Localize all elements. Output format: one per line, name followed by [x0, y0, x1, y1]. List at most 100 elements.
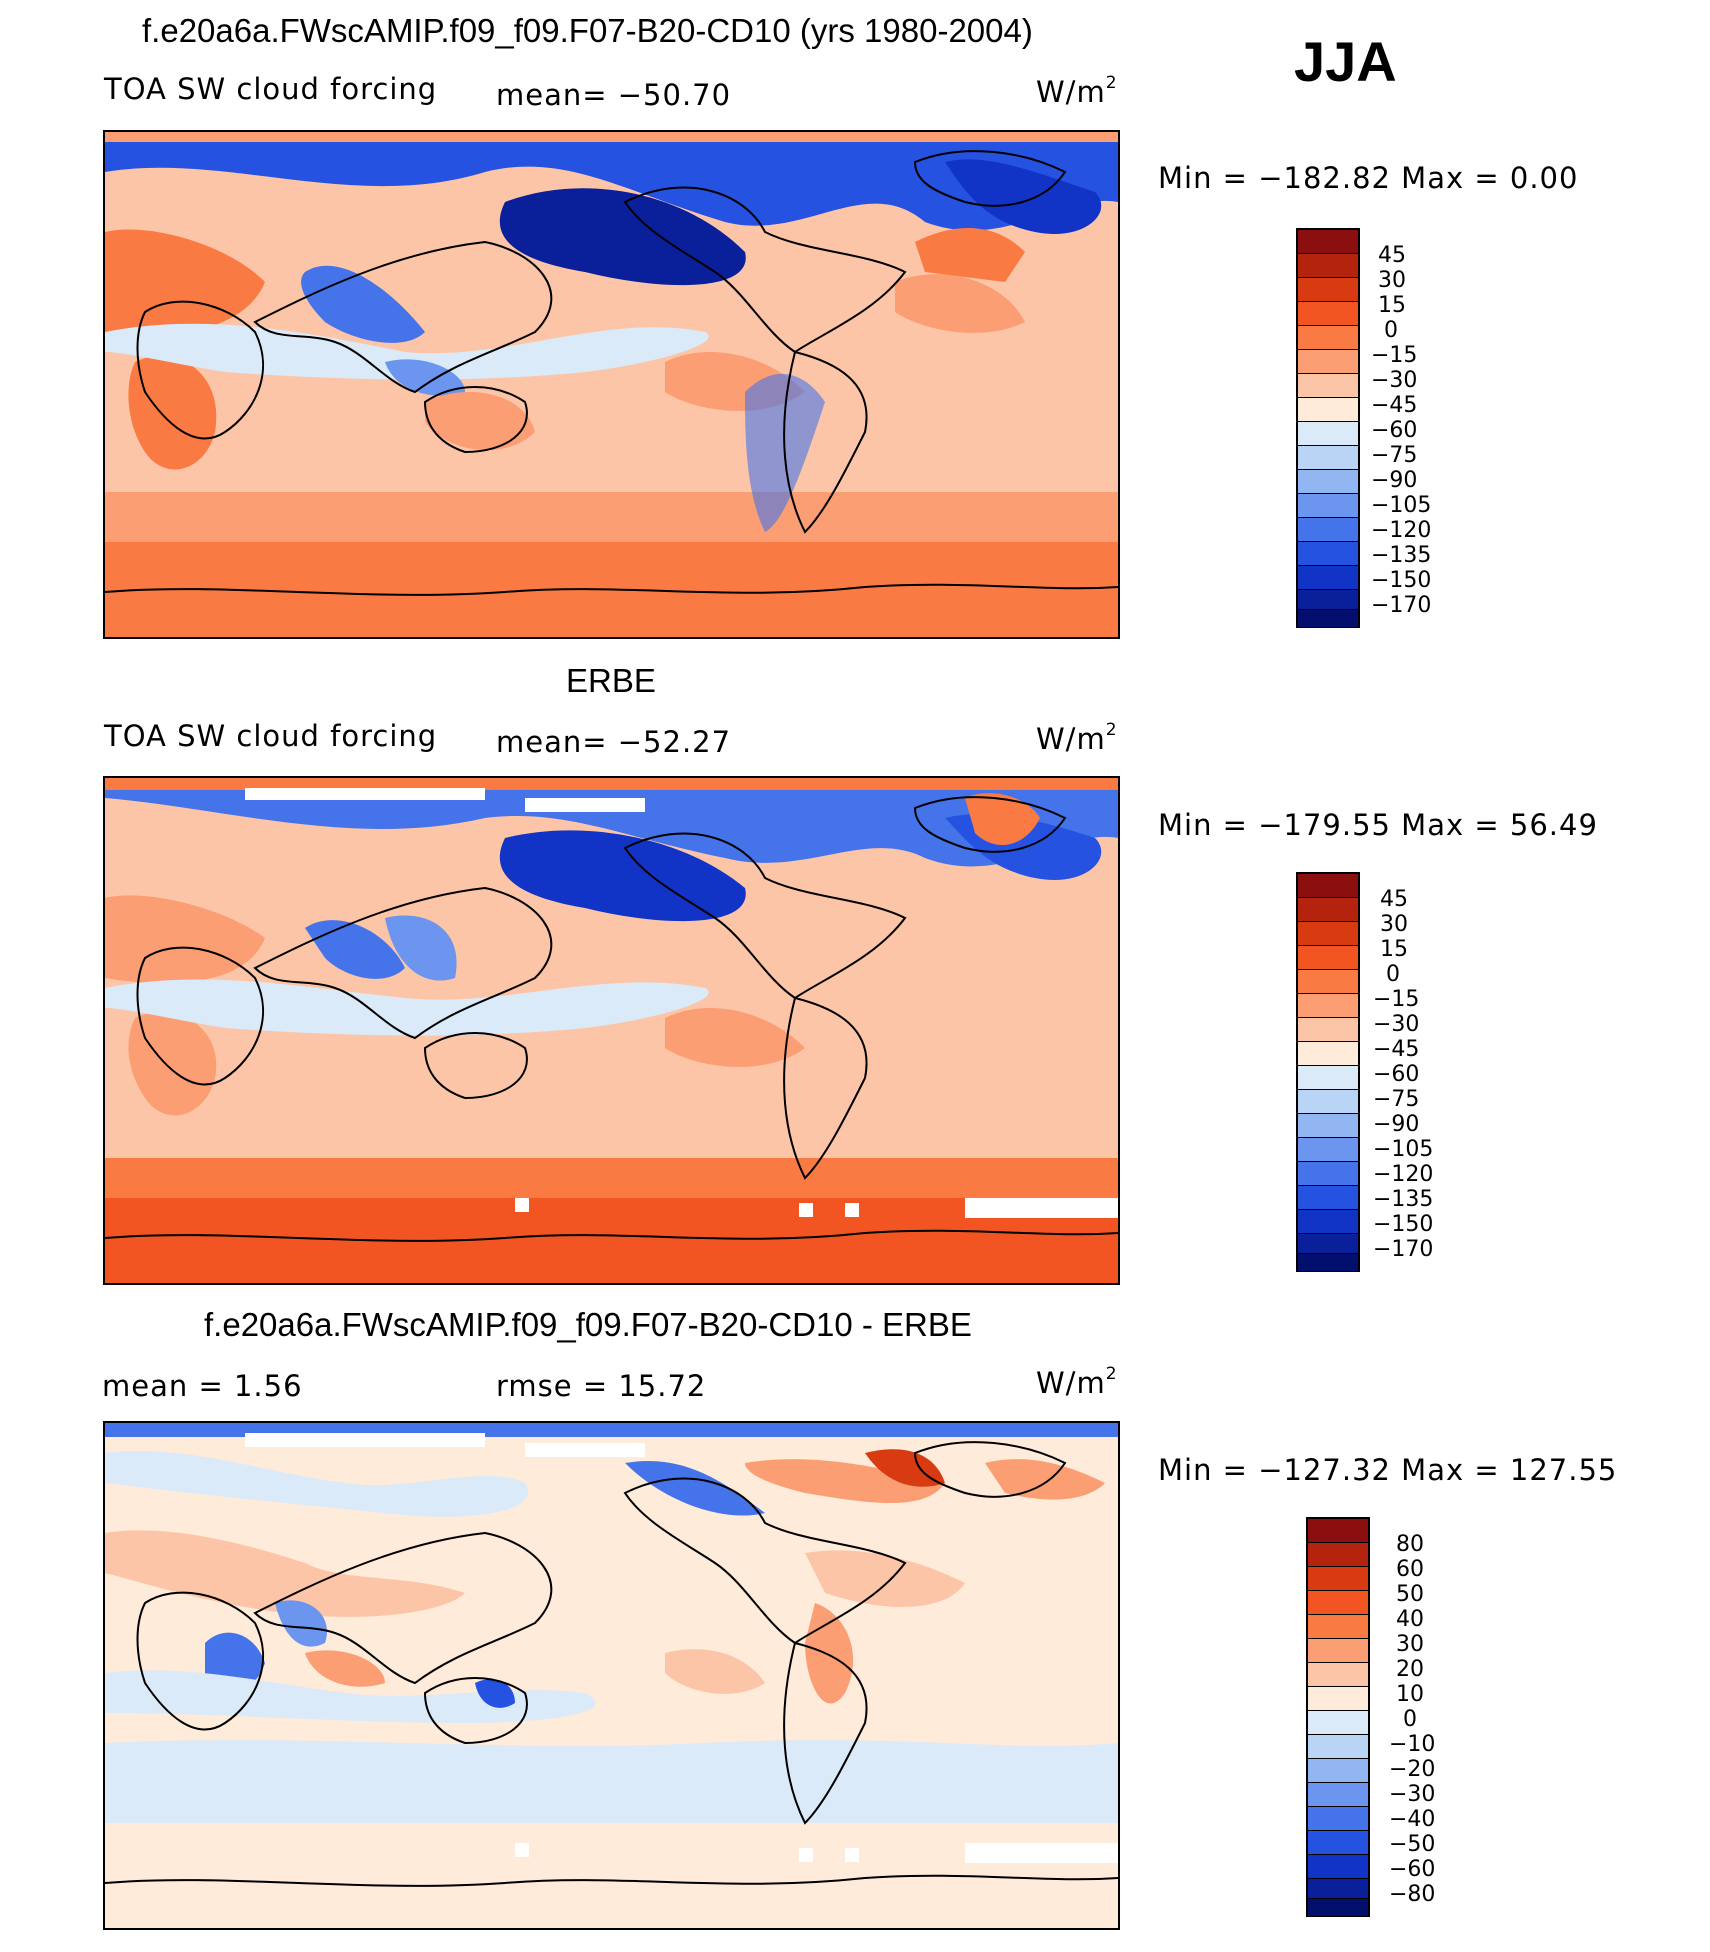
panel2-unit-base: W/m — [1036, 722, 1106, 756]
panel2-colorbar — [1296, 872, 1360, 1272]
panel3-colorbar-cell — [1308, 1519, 1368, 1543]
panel1-colorbar-cell — [1298, 494, 1358, 518]
panel2-colorbar-tick: −30 — [1373, 1012, 1420, 1037]
panel2-colorbar-cell — [1298, 1186, 1358, 1210]
panel2-colorbar-tick: 0 — [1386, 962, 1400, 987]
panel2-colorbar-tick: −105 — [1373, 1137, 1434, 1162]
panel1-colorbar-cell — [1298, 326, 1358, 350]
panel2-colorbar-cell — [1298, 1018, 1358, 1042]
panel3-colorbar-tick: 40 — [1396, 1607, 1424, 1632]
panel3-colorbar-tick: 0 — [1403, 1707, 1417, 1732]
panel1-colorbar-tick: −45 — [1371, 393, 1418, 418]
panel3-colorbar-cell — [1308, 1855, 1368, 1879]
panel3-colorbar-cell — [1308, 1567, 1368, 1591]
panel2-colorbar-cell — [1298, 1042, 1358, 1066]
panel3-colorbar-cell — [1308, 1711, 1368, 1735]
panel1-colorbar-cell — [1298, 374, 1358, 398]
panel1-map-graphic — [105, 132, 1118, 637]
panel3-colorbar-cell — [1308, 1783, 1368, 1807]
panel2-colorbar-tick: −170 — [1373, 1237, 1434, 1262]
panel3-minmax-label: Min = −127.32 Max = 127.55 — [1158, 1453, 1618, 1487]
panel3-colorbar-cell — [1308, 1615, 1368, 1639]
panel2-colorbar-cell — [1298, 874, 1358, 898]
panel1-colorbar-cell — [1298, 566, 1358, 590]
panel3-colorbar-cell — [1308, 1759, 1368, 1783]
panel2-colorbar-cell — [1298, 946, 1358, 970]
panel3-colorbar-cell — [1308, 1687, 1368, 1711]
panel2-map — [103, 776, 1120, 1285]
panel1-colorbar-tick: −150 — [1371, 568, 1432, 593]
panel3-colorbar-tick: 30 — [1396, 1632, 1424, 1657]
panel2-colorbar-cell — [1298, 1234, 1358, 1254]
panel2-colorbar-tick: −45 — [1373, 1037, 1420, 1062]
panel3-colorbar-tick: 10 — [1396, 1682, 1424, 1707]
panel1-colorbar-cell — [1298, 590, 1358, 610]
panel2-mean-label: mean= −52.27 — [496, 725, 732, 759]
panel3-colorbar-tick: 60 — [1396, 1557, 1424, 1582]
panel2-colorbar-tick: −15 — [1373, 987, 1420, 1012]
panel2-colorbar-tick: −75 — [1373, 1087, 1420, 1112]
panel1-title: f.e20a6a.FWscAMIP.f09_f09.F07-B20-CD10 (… — [142, 12, 1033, 49]
panel3-map-graphic — [105, 1423, 1118, 1928]
panel1-colorbar-tick: 45 — [1378, 243, 1406, 268]
panel2-colorbar-tick: 30 — [1380, 912, 1408, 937]
panel1-colorbar-tick: 30 — [1378, 268, 1406, 293]
panel3-colorbar — [1306, 1517, 1370, 1917]
panel2-colorbar-cell — [1298, 1066, 1358, 1090]
panel3-colorbar-cell — [1308, 1831, 1368, 1855]
panel2-variable-label: TOA SW cloud forcing — [104, 719, 438, 753]
panel3-colorbar-tick: −40 — [1389, 1807, 1436, 1832]
panel3-colorbar-cell — [1308, 1543, 1368, 1567]
panel1-colorbar-cell — [1298, 518, 1358, 542]
panel1-colorbar-tick: −75 — [1371, 443, 1418, 468]
panel1-colorbar-cell — [1298, 422, 1358, 446]
panel1-colorbar-tick: −60 — [1371, 418, 1418, 443]
season-label: JJA — [1294, 30, 1397, 93]
panel3-colorbar-cell — [1308, 1899, 1368, 1917]
panel1-colorbar-cell — [1298, 278, 1358, 302]
panel2-colorbar-cell — [1298, 1162, 1358, 1186]
panel1-colorbar-tick: −135 — [1371, 543, 1432, 568]
panel3-colorbar-tick: −20 — [1389, 1757, 1436, 1782]
panel2-colorbar-tick: 45 — [1380, 887, 1408, 912]
panel2-colorbar-cell — [1298, 1138, 1358, 1162]
panel3-title: f.e20a6a.FWscAMIP.f09_f09.F07-B20-CD10 -… — [204, 1306, 972, 1343]
panel2-colorbar-cell — [1298, 898, 1358, 922]
panel2-colorbar-tick: −90 — [1373, 1112, 1420, 1137]
panel3-colorbar-tick: 20 — [1396, 1657, 1424, 1682]
panel1-variable-label: TOA SW cloud forcing — [104, 72, 438, 106]
panel2-unit-label: W/m2 — [1036, 722, 1118, 754]
panel3-unit-exp: 2 — [1105, 1364, 1118, 1384]
panel1-colorbar — [1296, 228, 1360, 628]
panel1-colorbar-cell — [1298, 350, 1358, 374]
panel1-unit-base: W/m — [1036, 75, 1106, 109]
panel1-unit-exp: 2 — [1105, 73, 1118, 93]
panel3-colorbar-cell — [1308, 1735, 1368, 1759]
panel3-colorbar-cell — [1308, 1663, 1368, 1687]
panel1-colorbar-cell — [1298, 398, 1358, 422]
panel1-colorbar-cell — [1298, 302, 1358, 326]
panel1-colorbar-cell — [1298, 446, 1358, 470]
panel1-minmax-label: Min = −182.82 Max = 0.00 — [1158, 161, 1579, 195]
panel2-colorbar-cell — [1298, 922, 1358, 946]
panel3-unit-base: W/m — [1036, 1366, 1106, 1400]
panel2-colorbar-tick: −135 — [1373, 1187, 1434, 1212]
panel3-colorbar-tick: −60 — [1389, 1857, 1436, 1882]
panel2-title: ERBE — [566, 662, 656, 699]
panel1-colorbar-cell — [1298, 254, 1358, 278]
panel1-colorbar-tick: −105 — [1371, 493, 1432, 518]
panel3-colorbar-tick: 80 — [1396, 1532, 1424, 1557]
panel3-colorbar-tick: −10 — [1389, 1732, 1436, 1757]
panel1-colorbar-tick: 15 — [1378, 293, 1406, 318]
panel2-colorbar-cell — [1298, 970, 1358, 994]
panel1-map — [103, 130, 1120, 639]
panel2-colorbar-cell — [1298, 1254, 1358, 1272]
panel3-colorbar-tick: −30 — [1389, 1782, 1436, 1807]
panel2-colorbar-cell — [1298, 1114, 1358, 1138]
panel3-colorbar-tick: −50 — [1389, 1832, 1436, 1857]
panel3-rmse-label: rmse = 15.72 — [496, 1369, 707, 1403]
panel2-colorbar-tick: 15 — [1380, 937, 1408, 962]
panel3-colorbar-tick: −80 — [1389, 1882, 1436, 1907]
panel2-colorbar-cell — [1298, 994, 1358, 1018]
panel3-map — [103, 1421, 1120, 1930]
